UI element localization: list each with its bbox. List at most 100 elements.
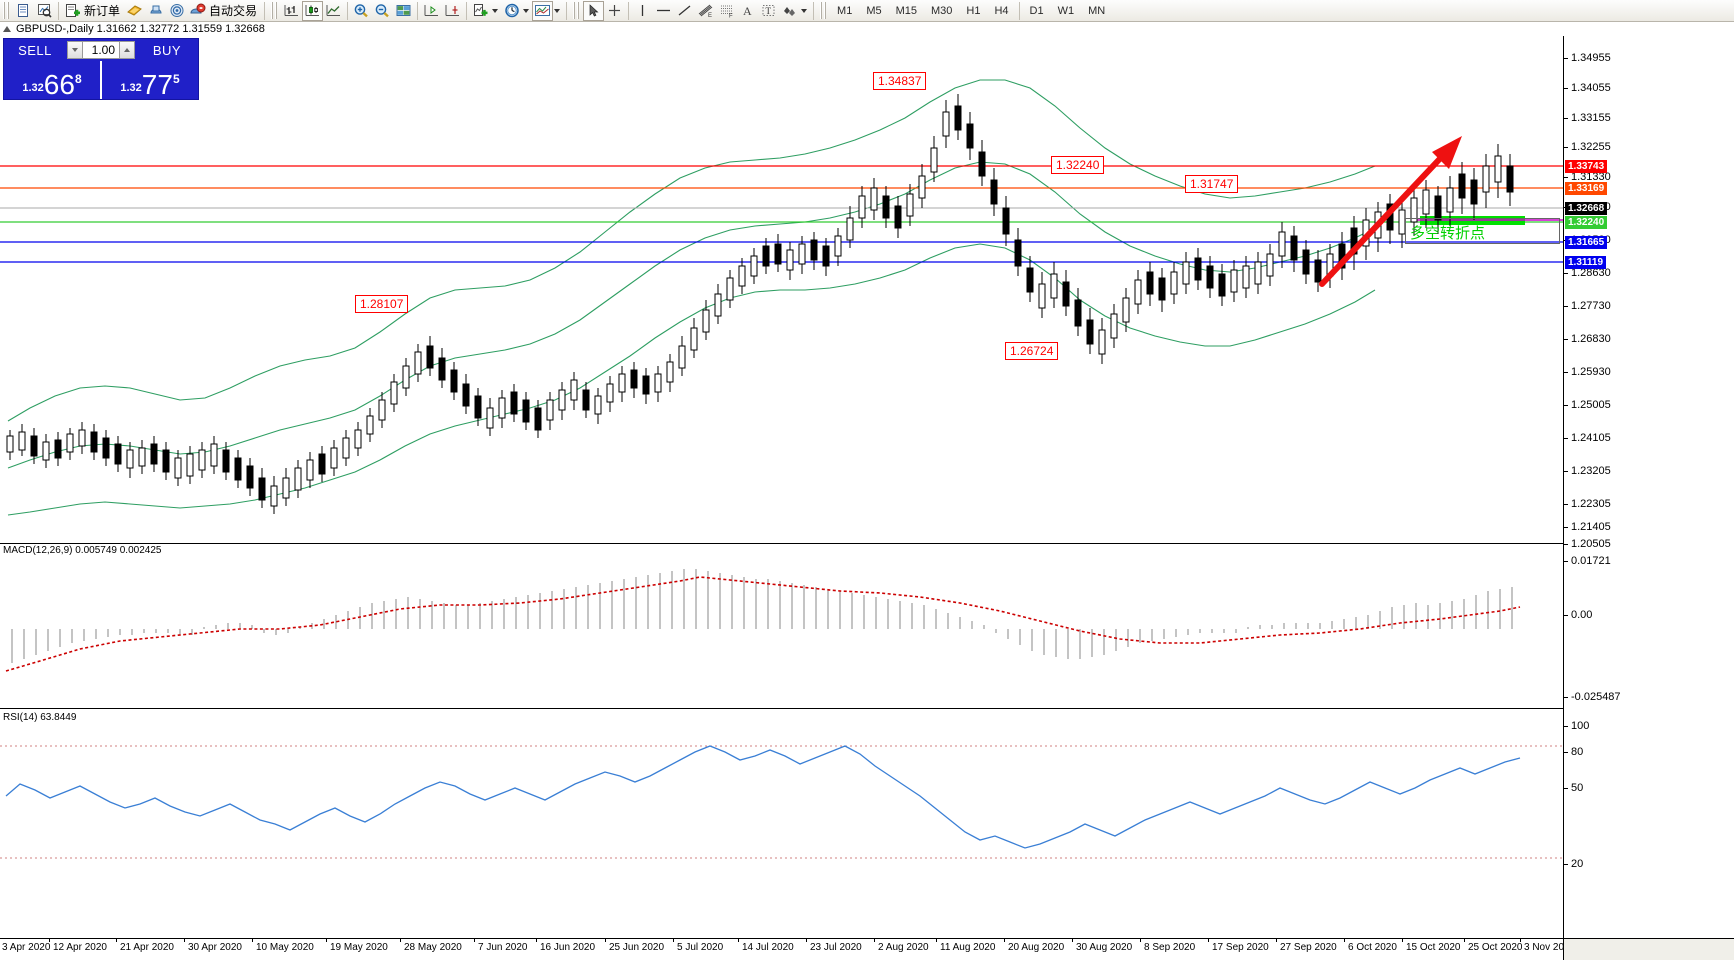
svg-text:A: A xyxy=(743,4,752,18)
volume-stepper[interactable]: 1.00 xyxy=(67,41,135,59)
volume-input[interactable]: 1.00 xyxy=(83,41,119,59)
horizontal-scrollbar[interactable] xyxy=(1563,938,1734,960)
chart-symbol-ohlc: GBPUSD-,Daily 1.31662 1.32772 1.31559 1.… xyxy=(16,23,265,35)
timeframe-m1[interactable]: M1 xyxy=(837,4,853,17)
line-chart-icon[interactable] xyxy=(323,1,344,21)
price-tick: 1.25930 xyxy=(1564,366,1611,378)
data-window-icon[interactable] xyxy=(145,1,166,21)
date-tick: 30 Aug 2020 xyxy=(1071,938,1133,953)
buy-label[interactable]: BUY xyxy=(152,42,182,58)
zoom-out-icon[interactable] xyxy=(372,1,393,21)
equidistant-channel-icon[interactable]: E xyxy=(695,1,716,21)
annotation-1.31747[interactable]: 1.31747 xyxy=(1185,175,1239,193)
shapes-icon[interactable] xyxy=(779,1,800,21)
timeframe-m5[interactable]: M5 xyxy=(866,4,882,17)
rsi-tick: 80 xyxy=(1564,746,1583,758)
annotation-1.34837[interactable]: 1.34837 xyxy=(873,72,927,90)
horizontal-line-icon[interactable] xyxy=(653,1,674,21)
sell-label[interactable]: SELL xyxy=(18,42,52,58)
candlestick-chart-icon[interactable] xyxy=(302,0,324,21)
buy-button[interactable]: 1.32 77 5 xyxy=(100,61,198,99)
one-click-controls: SELL 1.00 BUY xyxy=(4,39,198,61)
toolbar-grip[interactable] xyxy=(573,2,581,19)
price-label-1.31119[interactable]: 1.31119 xyxy=(1565,256,1607,269)
bar-chart-icon[interactable] xyxy=(281,1,302,21)
volume-increase-button[interactable] xyxy=(119,41,135,59)
autotrading-label[interactable]: 自动交易 xyxy=(209,4,258,18)
price-label-1.33169[interactable]: 1.33169 xyxy=(1565,182,1608,195)
date-tick: 19 May 2020 xyxy=(326,938,388,953)
toolbar-grip[interactable] xyxy=(3,2,10,19)
macd-label: MACD(12,26,9) 0.005749 0.002425 xyxy=(3,545,162,556)
timeframe-m30[interactable]: M30 xyxy=(931,4,953,17)
date-tick: 30 Apr 2020 xyxy=(184,938,242,953)
signals-icon[interactable] xyxy=(166,1,187,21)
chevron-down-icon[interactable] xyxy=(492,8,499,13)
templates-icon[interactable] xyxy=(532,0,554,21)
toolbar-grip[interactable] xyxy=(820,2,828,19)
indicators-icon[interactable] xyxy=(470,1,491,21)
price-tick: 1.32255 xyxy=(1564,141,1611,153)
chart-plot-area[interactable]: 1.34837 1.32240 1.31747 1.28107 1.26724 … xyxy=(0,36,1563,938)
price-tick: 1.34955 xyxy=(1564,52,1611,64)
toolbar-grip[interactable] xyxy=(271,2,279,19)
timeframe-w1[interactable]: W1 xyxy=(1057,4,1075,17)
cursor-icon[interactable] xyxy=(583,0,605,21)
auto-scroll-icon[interactable] xyxy=(442,1,463,21)
chevron-down-icon[interactable] xyxy=(523,8,530,13)
new-order-label[interactable]: 新订单 xyxy=(84,4,121,18)
toolbar-separator xyxy=(813,1,815,20)
price-pane[interactable]: 1.34837 1.32240 1.31747 1.28107 1.26724 … xyxy=(0,36,1563,543)
price-label-1.31665[interactable]: 1.31665 xyxy=(1565,236,1608,249)
price-tick: 1.31330 xyxy=(1564,171,1611,183)
timeframe-m15[interactable]: M15 xyxy=(895,4,917,17)
timeframe-mn[interactable]: MN xyxy=(1088,4,1106,17)
timeframe-d1[interactable]: D1 xyxy=(1029,4,1044,17)
annotation-1.28107[interactable]: 1.28107 xyxy=(355,295,409,313)
period-icon[interactable] xyxy=(501,1,522,21)
zoom-in-icon[interactable] xyxy=(351,1,372,21)
chart-shift-icon[interactable] xyxy=(421,1,442,21)
vertical-line-icon[interactable] xyxy=(632,1,653,21)
annotation-1.32240[interactable]: 1.32240 xyxy=(1051,156,1105,174)
date-tick: 16 Jun 2020 xyxy=(535,938,596,953)
date-tick: 25 Jun 2020 xyxy=(604,938,665,953)
price-label-1.32668[interactable]: 1.32668 xyxy=(1565,202,1608,215)
search-chart-icon[interactable] xyxy=(34,1,55,21)
timeframe-h4[interactable]: H4 xyxy=(994,4,1009,17)
annotation-1.26724[interactable]: 1.26724 xyxy=(1005,342,1059,360)
text-label-icon[interactable]: T xyxy=(758,1,779,21)
price-tick: 1.34055 xyxy=(1564,82,1611,94)
chevron-down-icon[interactable] xyxy=(801,8,808,13)
price-label-1.32240[interactable]: 1.32240 xyxy=(1565,216,1608,229)
documents-icon[interactable] xyxy=(13,1,34,21)
new-order-icon[interactable] xyxy=(62,1,83,21)
volume-decrease-button[interactable] xyxy=(67,41,83,59)
chart-grid-icon[interactable] xyxy=(393,1,414,21)
price-label-1.33743[interactable]: 1.33743 xyxy=(1565,160,1608,173)
price-tick: 1.22305 xyxy=(1564,498,1611,510)
toolbar-separator xyxy=(58,1,59,20)
crosshair-icon[interactable] xyxy=(604,1,625,21)
svg-text:T: T xyxy=(766,6,772,16)
time-scale[interactable]: 3 Apr 2020 12 Apr 2020 21 Apr 2020 30 Ap… xyxy=(0,938,1575,960)
chinese-note-box[interactable] xyxy=(1405,218,1560,244)
fibonacci-icon[interactable]: F xyxy=(716,1,737,21)
one-click-trading-panel[interactable]: SELL 1.00 BUY 1.32 66 8 1.32 77 5 xyxy=(3,38,199,100)
date-tick: 14 Jul 2020 xyxy=(738,938,794,953)
date-tick: 2 Aug 2020 xyxy=(874,938,929,953)
timeframe-h1[interactable]: H1 xyxy=(966,4,981,17)
price-scale[interactable]: 1.34955 1.34055 1.33155 1.32255 1.31330 … xyxy=(1563,36,1734,938)
text-icon[interactable]: A xyxy=(737,1,758,21)
autotrading-icon[interactable] xyxy=(187,1,208,21)
toolbar-separator xyxy=(264,1,266,20)
macd-pane[interactable]: MACD(12,26,9) 0.005749 0.002425 xyxy=(0,545,1563,708)
rsi-pane[interactable]: RSI(14) 63.8449 xyxy=(0,712,1563,934)
chevron-down-icon[interactable] xyxy=(554,8,561,13)
expert-advisor-icon[interactable] xyxy=(124,1,145,21)
macd-signal-line xyxy=(5,576,1521,672)
trendline-icon[interactable] xyxy=(674,1,695,21)
uptrend-arrow xyxy=(1319,136,1462,287)
collapse-icon[interactable] xyxy=(3,26,11,32)
sell-button[interactable]: 1.32 66 8 xyxy=(4,61,100,99)
